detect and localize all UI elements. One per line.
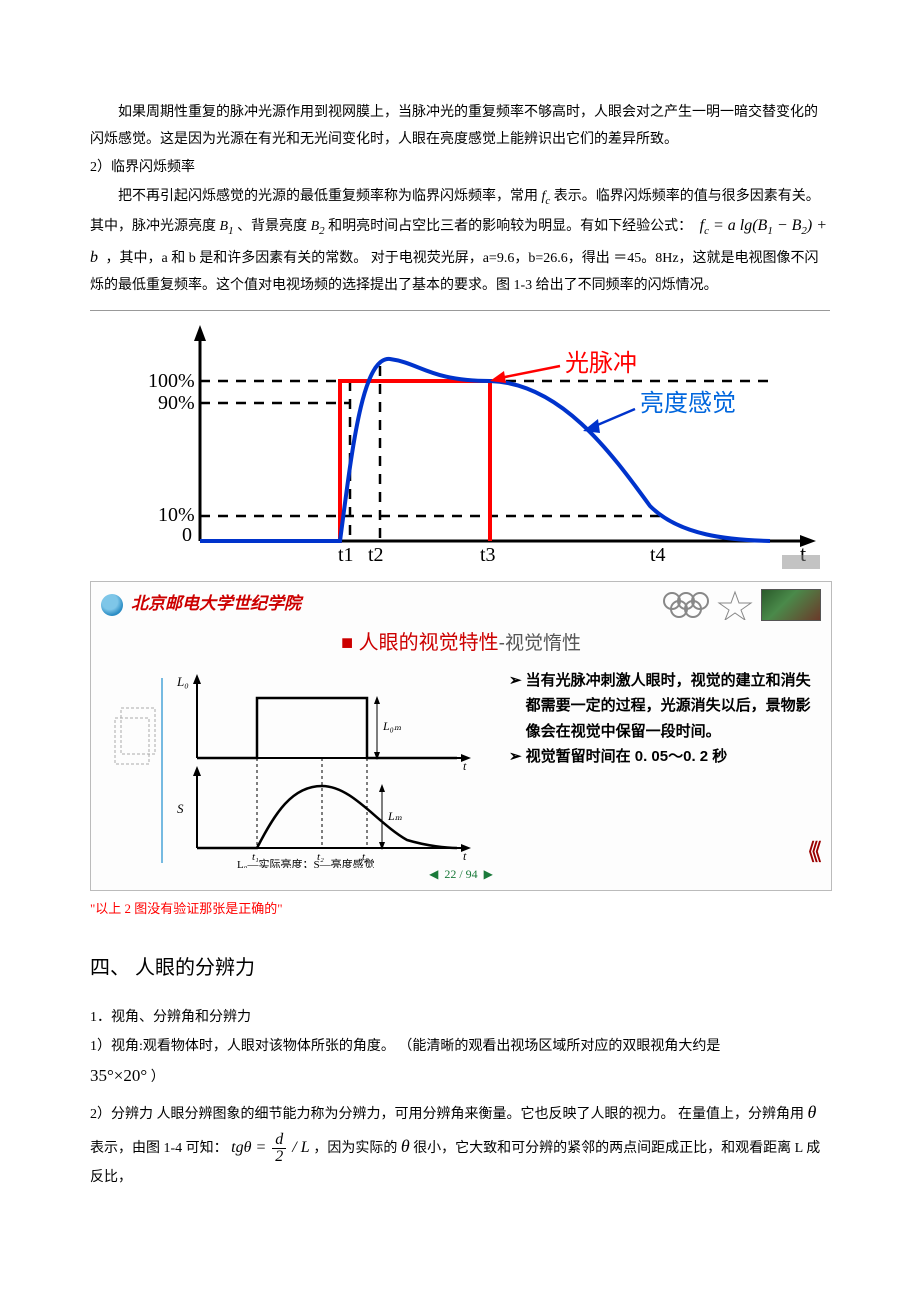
heading-critical-flicker: 2）临界闪烁频率 <box>90 155 830 182</box>
bullet-arrow-icon: ➢ <box>509 668 522 745</box>
label-light-pulse: 光脉冲 <box>565 350 637 377</box>
bullet-1-text: 当有光脉冲刺激人眼时，视觉的建立和消失都需要一定的过程，光源消失以后，景物影像会… <box>526 668 815 745</box>
slide-bullets: ➢ 当有光脉冲刺激人眼时，视觉的建立和消失都需要一定的过程，光源消失以后，景物影… <box>497 668 815 868</box>
slide-page-number: 22 / 94 <box>444 867 477 881</box>
x-label-t2: t2 <box>368 544 384 566</box>
formula-b2: B2 <box>311 219 325 234</box>
red-annotation: "以上 2 图没有验证那张是正确的" <box>90 897 830 922</box>
s4-p3: 2）分辨力 人眼分辨图象的细节能力称为分辨力，可用分辨角来衡量。它也反映了人眼的… <box>90 1095 830 1192</box>
paragraph-critical-flicker: 把不再引起闪烁感觉的光源的最低重复频率称为临界闪烁频率，常用 fc 表示。临界闪… <box>90 184 830 300</box>
bullet-1: ➢ 当有光脉冲刺激人眼时，视觉的建立和消失都需要一定的过程，光源消失以后，景物影… <box>509 668 815 745</box>
x-label-t3: t3 <box>480 544 496 566</box>
text: 2）分辨力 人眼分辨图象的细节能力称为分辨力，可用分辨角来衡量。它也反映了人眼的… <box>90 1107 804 1122</box>
paragraph-flicker-intro: 如果周期性重复的脉冲光源作用到视网膜上，当脉冲光的重复频率不够高时，人眼会对之产… <box>90 100 830 153</box>
text: ，其中，a 和 b 是和许多因素有关的常数。 对于电视荧光屏，a=9.6，b=2… <box>90 251 819 293</box>
slide-title-sub: -视觉惰性 <box>499 633 581 654</box>
text: 把不再引起闪烁感觉的光源的最低重复频率称为临界闪烁频率，常用 <box>118 189 538 204</box>
text: ，因为实际的 <box>313 1141 397 1156</box>
slide-header: 北京邮电大学世纪学院 <box>91 582 831 622</box>
text: 、背景亮度 <box>237 219 307 234</box>
photo-thumbnail-icon <box>761 589 821 621</box>
svg-text:L₀ₘ: L₀ₘ <box>382 719 402 733</box>
theta-symbol: θ <box>808 1102 817 1122</box>
bullet-2-text: 视觉暂留时间在 0. 05～0. 2 秒 <box>526 744 728 770</box>
x-label-t4: t4 <box>650 544 666 566</box>
y-label-90: 90% <box>158 392 195 414</box>
slide-title: ■ 人眼的视觉特性-视觉惰性 <box>91 624 831 662</box>
svg-text:Lₘ: Lₘ <box>387 809 403 823</box>
text: 1）视角:观看物体时，人眼对该物体所张的角度。 （能清晰的观看出视场区域所对应的… <box>90 1039 720 1054</box>
wave-decoration-icon: ⟨⟨⟨ <box>807 830 817 876</box>
bullet-2: ➢ 视觉暂留时间在 0. 05～0. 2 秒 <box>509 744 815 770</box>
text: 表示，由图 1-4 可知： <box>90 1141 228 1156</box>
s4-p2: 1）视角:观看物体时，人眼对该物体所张的角度。 （能清晰的观看出视场区域所对应的… <box>90 1034 830 1093</box>
label-brightness: 亮度感觉 <box>640 390 736 417</box>
bullet-arrow-icon: ➢ <box>509 744 522 770</box>
slide-chart: L₀ L₀ₘ t S Lₘ <box>107 668 497 868</box>
svg-text:t: t <box>463 759 467 773</box>
svg-text:S: S <box>177 801 184 816</box>
svg-text:L₀: L₀ <box>176 674 189 689</box>
slide-footer: ◀ 22 / 94 ▶ ⟨⟨⟨ <box>91 863 831 886</box>
university-logo-icon <box>101 594 123 616</box>
text: ） <box>151 1070 165 1085</box>
y-label-100: 100% <box>148 370 195 392</box>
y-label-0: 0 <box>182 524 192 546</box>
formula-b1: B1 <box>220 219 234 234</box>
x-label-t1: t1 <box>338 544 354 566</box>
slide-title-main: ■ 人眼的视觉特性 <box>341 632 499 654</box>
svg-text:t: t <box>463 849 467 863</box>
section-4-title: 四、 人眼的分辨力 <box>90 949 830 987</box>
tg-formula: tgθ = d2 / L <box>231 1139 313 1156</box>
header-decorations <box>663 589 821 621</box>
university-name: 北京邮电大学世纪学院 <box>131 588 301 620</box>
text: 和明亮时间占空比三者的影响较为明显。有如下经验公式： <box>328 219 692 234</box>
y-label-10: 10% <box>158 504 195 526</box>
s4-p1: 1．视角、分辨角和分辨力 <box>90 1005 830 1032</box>
figure-2-visual-inertia-slide: 北京邮电大学世纪学院 ■ 人眼的视觉特性-视觉惰性 <box>90 581 832 891</box>
theta-symbol: θ <box>401 1136 410 1156</box>
star-icon <box>715 590 755 620</box>
figure-1-flicker-chart: 100% 90% 10% 0 t1 t2 t3 t4 t 光脉冲 亮度感觉 <box>90 310 830 581</box>
formula-fc: fc <box>542 189 551 204</box>
angle-range: 35°×20° <box>90 1066 147 1085</box>
document-page: 如果周期性重复的脉冲光源作用到视网膜上，当脉冲光的重复频率不够高时，人眼会对之产… <box>0 0 920 1253</box>
olympic-rings-icon <box>663 592 709 618</box>
